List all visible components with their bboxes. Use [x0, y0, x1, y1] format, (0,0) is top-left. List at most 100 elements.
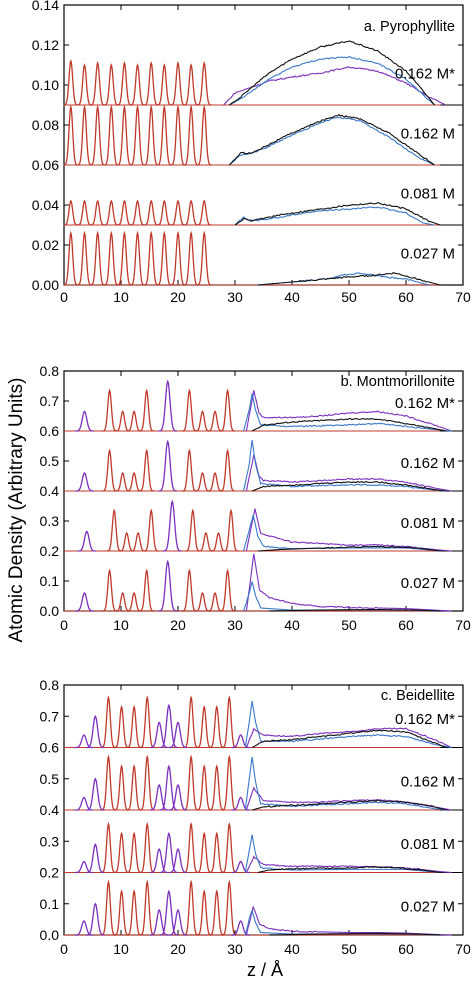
stack-3: 0.081 M	[64, 821, 463, 874]
panel-title: b. Montmorillonite	[341, 374, 455, 390]
black-profile-line	[257, 272, 441, 286]
x-tick-label: 0	[60, 617, 68, 633]
x-tick-label: 60	[398, 289, 414, 305]
purple-peak-series	[74, 889, 250, 936]
y-tick-label: 0.14	[32, 0, 59, 13]
purple-peak-series	[75, 379, 177, 432]
y-tick-label: 0.7	[40, 393, 60, 409]
concentration-label: 0.162 M	[401, 455, 455, 472]
red-peak-series	[63, 230, 212, 286]
concentration-label: 0.081 M	[401, 185, 455, 202]
y-tick-label: 0.02	[32, 237, 59, 253]
blue-profile-line	[244, 701, 452, 749]
blue-profile-line	[228, 116, 435, 166]
blue-profile-line	[244, 756, 446, 811]
y-tick-label: 0.00	[32, 277, 59, 293]
x-tick-label: 30	[227, 617, 243, 633]
y-tick-label: 0.3	[40, 833, 60, 849]
red-peak-series	[101, 754, 237, 811]
x-tick-label: 50	[341, 941, 357, 957]
stack-2: 0.162 M	[63, 104, 463, 166]
stack-2: 0.162 M	[64, 439, 463, 492]
purple-profile-line	[245, 855, 452, 874]
stack-4: 0.027 M	[63, 230, 455, 286]
black-profile-line	[228, 40, 435, 106]
y-tick-label: 0.8	[40, 677, 60, 693]
x-tick-label: 0	[60, 941, 68, 957]
black-profile-line	[257, 545, 441, 552]
purple-peak-series	[75, 439, 177, 492]
y-tick-label: 0.04	[32, 197, 59, 213]
panel-2: 0.0 0.1 0.2 0.3 0.4 0.5 0.6 0.7 0.8 0 10 20 30 40 50 60…	[40, 363, 471, 633]
blue-profile-line	[243, 393, 452, 432]
stack-1: 0.162 M*	[64, 695, 463, 749]
black-profile-line	[269, 608, 441, 612]
y-tick-label: 0.1	[40, 573, 60, 589]
blue-profile-line	[234, 206, 435, 226]
black-profile-line	[251, 417, 447, 432]
y-tick-label: 0.5	[40, 453, 60, 469]
x-tick-label: 40	[284, 617, 300, 633]
y-tick-label: 0.5	[40, 771, 60, 787]
x-tick-label: 0	[60, 289, 68, 305]
stack-2: 0.162 M	[64, 754, 463, 811]
blue-profile-line	[229, 56, 435, 106]
purple-peak-series	[74, 764, 250, 811]
x-axis-label: z / Å	[247, 960, 283, 980]
y-tick-label: 0.6	[40, 423, 60, 439]
y-tick-label: 0.4	[40, 802, 60, 818]
purple-peak-series	[75, 559, 177, 612]
x-tick-label: 10	[113, 941, 129, 957]
x-tick-label: 60	[398, 617, 414, 633]
black-profile-line	[251, 799, 447, 811]
x-tick-label: 20	[170, 289, 186, 305]
concentration-label: 0.162 M	[401, 773, 455, 790]
concentration-label: 0.027 M	[401, 245, 455, 262]
red-peak-series	[102, 388, 235, 432]
red-peak-series	[106, 508, 239, 552]
red-peak-series	[63, 58, 212, 106]
y-tick-label: 0.7	[40, 708, 60, 724]
y-tick-label: 0.8	[40, 363, 60, 379]
stack-4: 0.027 M	[64, 879, 455, 936]
purple-peak-series	[77, 499, 182, 552]
y-tick-label: 0.2	[40, 865, 60, 881]
red-peak-series	[101, 695, 237, 749]
black-profile-line	[228, 113, 435, 166]
purple-profile-line	[245, 727, 452, 749]
x-tick-label: 10	[113, 617, 129, 633]
blue-profile-line	[243, 515, 441, 552]
concentration-label: 0.162 M*	[395, 395, 455, 412]
red-peak-series	[102, 448, 235, 492]
black-profile-line	[257, 865, 441, 874]
panel-title: a. Pyrophyllite	[364, 19, 455, 35]
purple-peak-series	[74, 703, 250, 749]
red-peak-series	[101, 821, 237, 874]
black-profile-line	[269, 932, 441, 936]
concentration-label: 0.162 M	[401, 125, 455, 142]
y-tick-label: 0.4	[40, 483, 60, 499]
y-tick-label: 0.3	[40, 513, 60, 529]
x-tick-label: 70	[455, 941, 471, 957]
y-tick-label: 0.12	[32, 37, 59, 53]
x-tick-label: 50	[341, 289, 357, 305]
y-tick-label: 0.08	[32, 117, 59, 133]
purple-peak-series	[74, 831, 250, 874]
purple-profile-line	[245, 390, 452, 432]
y-tick-label: 0.1	[40, 896, 60, 912]
panel-3: 0.0 0.1 0.2 0.3 0.4 0.5 0.6 0.7 0.8 0 10 20 30 40 50 60…	[40, 677, 471, 957]
x-tick-label: 50	[341, 617, 357, 633]
y-tick-label: 0.0	[40, 927, 60, 943]
red-peak-series	[63, 199, 212, 226]
concentration-label: 0.081 M	[401, 515, 455, 532]
purple-profile-line	[245, 454, 452, 492]
red-peak-series	[63, 104, 212, 166]
x-tick-label: 20	[170, 941, 186, 957]
x-tick-label: 30	[227, 289, 243, 305]
y-axis-label: Atomic Density (Arbitrary Units)	[6, 378, 27, 643]
y-tick-label: 0.2	[40, 543, 60, 559]
purple-profile-line	[245, 553, 452, 612]
x-tick-label: 60	[398, 941, 414, 957]
x-tick-label: 20	[170, 617, 186, 633]
